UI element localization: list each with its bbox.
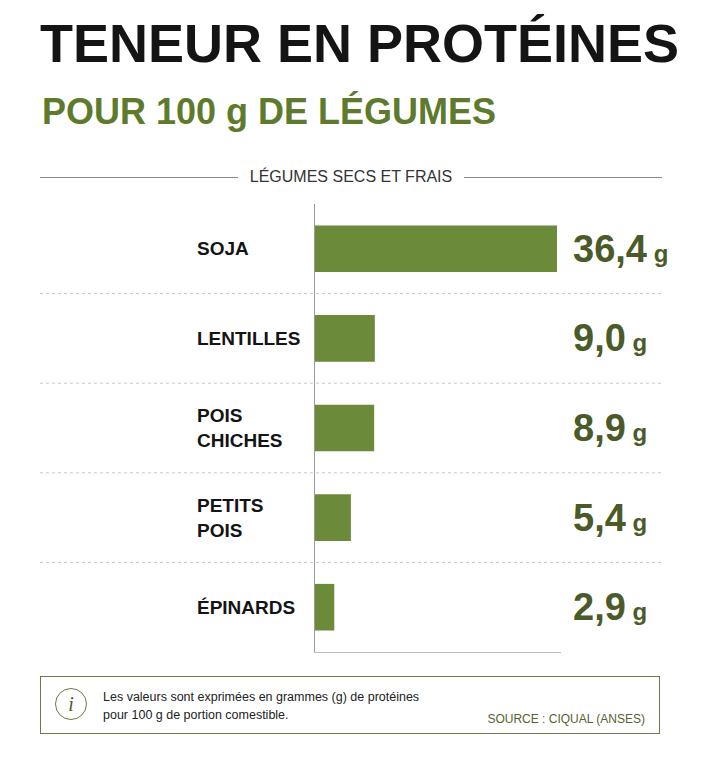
svg-text:PETITSPOIS: PETITSPOIS	[197, 495, 264, 541]
html-text:SOURCE : CIQUAL (ANSES): SOURCE : CIQUAL (ANSES)	[487, 712, 645, 726]
svg-text:SOJA: SOJA	[197, 238, 249, 259]
svg-text:8,9 g: 8,9 g	[573, 407, 647, 449]
svg-text:36,4 g: 36,4 g	[573, 228, 668, 270]
svg-text:9,0 g: 9,0 g	[573, 317, 647, 359]
html-text:i: i	[68, 693, 74, 715]
html-text:POUR 100 g DE LÉGUMES: POUR 100 g DE LÉGUMES	[42, 91, 497, 132]
svg-text:POISCHICHES: POISCHICHES	[197, 405, 283, 451]
html-text:Les valeurs sont exprimées en: Les valeurs sont exprimées en grammes (g…	[103, 690, 420, 723]
svg-text:5,4 g: 5,4 g	[573, 497, 647, 539]
svg-text:LENTILLES: LENTILLES	[197, 328, 300, 349]
svg-text:ÉPINARDS: ÉPINARDS	[197, 597, 295, 618]
svg-text:2,9 g: 2,9 g	[573, 586, 647, 628]
html-text:LÉGUMES SECS ET FRAIS: LÉGUMES SECS ET FRAIS	[249, 168, 453, 185]
html-text:TENEUR EN PROTÉINES: TENEUR EN PROTÉINES	[40, 13, 680, 73]
